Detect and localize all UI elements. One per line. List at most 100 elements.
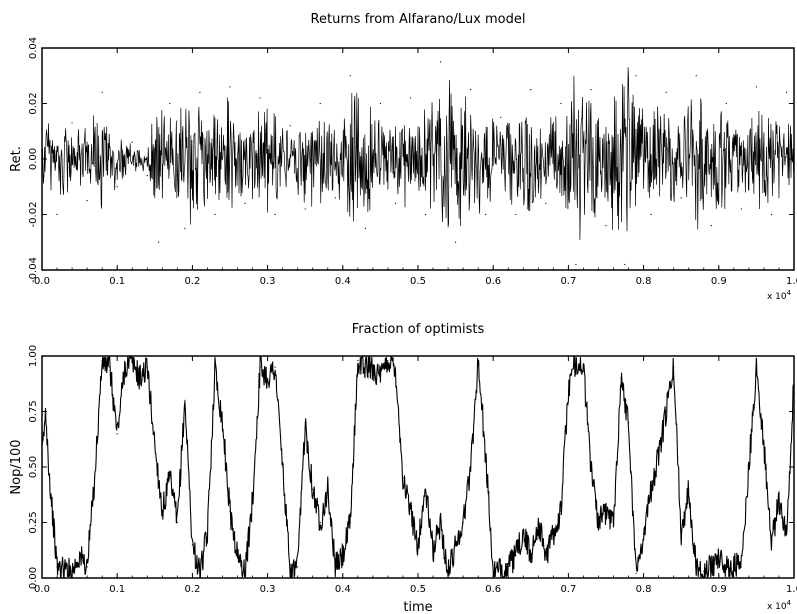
- optimists-data-point: [462, 521, 464, 524]
- returns-data-point: [515, 213, 517, 216]
- optimists-data-point: [94, 477, 96, 479]
- returns-series: [41, 61, 795, 266]
- optimists-data-point: [500, 570, 502, 572]
- returns-data-point: [199, 91, 201, 93]
- returns-data-point: [146, 175, 148, 177]
- returns-data-point: [710, 225, 712, 227]
- optimists-x-tick-label: 0.2: [184, 584, 200, 595]
- returns-data-point: [500, 116, 502, 118]
- optimists-data-point: [244, 572, 246, 575]
- optimists-data-point: [282, 466, 284, 468]
- returns-data-point: [560, 102, 562, 105]
- returns-series-line: [41, 67, 795, 240]
- returns-data-point: [274, 213, 276, 216]
- returns-data-point: [650, 213, 652, 216]
- optimists-data-point: [455, 544, 457, 546]
- optimists-x-tick-label: 0.7: [560, 584, 576, 595]
- returns-data-point: [485, 213, 487, 216]
- optimists-data-point: [184, 399, 186, 401]
- returns-data-point: [71, 122, 73, 124]
- optimists-data-point: [124, 366, 126, 368]
- optimists-data-point: [627, 422, 630, 424]
- optimists-data-point: [620, 377, 622, 379]
- returns-data-point: [470, 89, 472, 91]
- optimists-data-point: [86, 566, 88, 568]
- returns-x-tick-label: 0.6: [485, 276, 501, 287]
- optimists-x-tick-label: 0.6: [485, 584, 501, 595]
- optimists-data-point: [327, 488, 329, 490]
- optimists-data-point: [530, 555, 532, 557]
- optimists-data-point: [695, 566, 697, 568]
- optimists-data-point: [650, 488, 652, 490]
- optimists-data-point: [131, 359, 133, 362]
- returns-x-tick-label: 0.9: [711, 276, 727, 287]
- optimists-data-point: [191, 544, 193, 546]
- optimists-data-point: [289, 572, 291, 575]
- returns-x-tick-label: 0.8: [636, 276, 652, 287]
- returns-data-point: [439, 61, 442, 63]
- optimists-data-point: [605, 510, 607, 512]
- optimists-x-tick-label: 0.3: [260, 584, 276, 595]
- optimists-x-tick-label: 0.4: [335, 584, 351, 595]
- returns-y-axis: -0.04 -0.02 0.00 0.02 0.04: [28, 37, 794, 283]
- optimists-data-point: [56, 566, 58, 568]
- returns-title: Returns from Alfarano/Lux model: [311, 12, 526, 27]
- optimists-data-point: [643, 533, 645, 535]
- optimists-data-point: [612, 521, 615, 524]
- returns-data-point: [695, 75, 697, 77]
- optimists-data-point: [552, 533, 554, 535]
- optimists-data-point: [740, 566, 742, 568]
- optimists-data-point: [334, 566, 336, 568]
- optimists-data-point: [139, 377, 141, 379]
- returns-data-point: [259, 97, 261, 99]
- returns-data-point: [379, 102, 381, 105]
- returns-ylabel: Ret.: [9, 146, 24, 172]
- optimists-data-point: [342, 555, 344, 557]
- optimists-x-multiplier-base: x 10: [767, 602, 787, 612]
- returns-data-point: [214, 213, 216, 216]
- optimists-y-tick-label: 0.25: [28, 511, 39, 533]
- returns-data-point: [665, 91, 667, 93]
- optimists-data-point: [688, 488, 690, 490]
- optimists-data-point: [522, 533, 524, 535]
- optimists-data-point: [146, 366, 148, 368]
- optimists-data-point: [372, 366, 374, 368]
- returns-panel: Returns from Alfarano/Lux model 0.0 0.1 0.…: [9, 12, 797, 302]
- returns-data-point: [793, 202, 795, 204]
- optimists-data-point: [394, 366, 397, 368]
- optimists-x-axis: 0.0 0.1 0.2 0.3 0.4 0.5 0.6 0.7 0.8 0.9 1.0: [34, 356, 797, 595]
- returns-data-point: [605, 225, 607, 227]
- optimists-data-point: [387, 359, 389, 362]
- optimists-y-tick-label: 0.50: [28, 456, 39, 478]
- returns-data-point: [304, 208, 306, 210]
- optimists-data-point: [748, 466, 750, 468]
- returns-data-point: [755, 86, 758, 88]
- returns-y-tick-label: 0.00: [28, 148, 39, 170]
- optimists-data-point: [703, 570, 705, 572]
- optimists-data-point: [770, 544, 773, 546]
- optimists-data-point: [680, 533, 682, 535]
- returns-data-point: [635, 75, 637, 77]
- optimists-data-point: [665, 410, 667, 413]
- returns-data-point: [169, 102, 171, 105]
- optimists-data-point: [424, 488, 427, 490]
- optimists-data-point: [176, 521, 178, 524]
- optimists-data-point: [116, 433, 118, 435]
- returns-x-tick-label: 0.5: [410, 276, 426, 287]
- optimists-data-point: [154, 444, 156, 446]
- returns-x-tick-label: 1.0: [786, 276, 797, 287]
- returns-data-point: [334, 197, 336, 199]
- returns-data-point: [394, 202, 397, 204]
- optimists-x-tick-label: 0.0: [34, 584, 50, 595]
- optimists-data-point: [251, 499, 254, 501]
- optimists-data-point: [733, 564, 735, 566]
- optimists-panel: Fraction of optimists 0.0 0.1 0.2 0.3 0.4 0.5…: [9, 322, 797, 614]
- optimists-data-point: [673, 366, 675, 368]
- optimists-y-tick-label: 1.00: [28, 345, 39, 367]
- returns-x-tick-label: 0.7: [560, 276, 576, 287]
- returns-data-point: [725, 102, 727, 105]
- optimists-data-point: [169, 477, 171, 479]
- returns-data-point: [101, 91, 103, 93]
- optimists-data-point: [48, 477, 51, 479]
